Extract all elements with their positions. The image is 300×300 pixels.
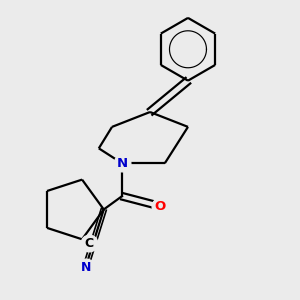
Text: C: C	[84, 237, 94, 250]
Text: N: N	[80, 261, 91, 274]
Text: N: N	[116, 157, 128, 170]
Text: O: O	[154, 200, 166, 213]
